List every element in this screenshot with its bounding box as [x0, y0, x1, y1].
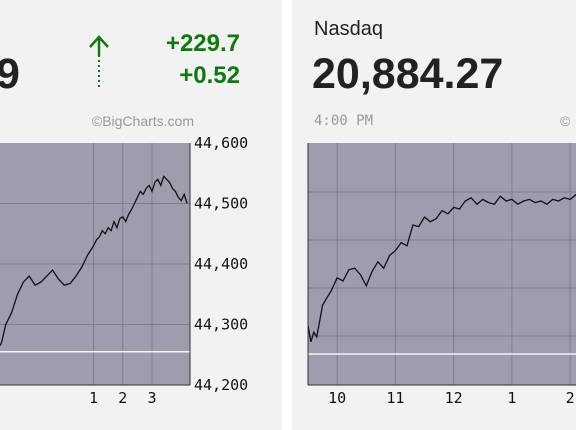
y-tick-label: 44,600	[194, 134, 248, 152]
price-line	[307, 193, 576, 342]
x-tick-label: 1	[89, 389, 98, 407]
intraday-chart: 10 11 12 1 2	[307, 143, 576, 407]
plot-area	[308, 143, 576, 385]
y-tick-label: 44,500	[194, 195, 248, 213]
up-arrow-icon	[88, 34, 110, 95]
nasdaq-widget: Nasdaq 20,884.27 4:00 PM © 10 11 12 1 2	[292, 0, 576, 430]
y-tick-label: 44,300	[194, 316, 248, 334]
x-tick-label: 2	[118, 389, 127, 407]
y-tick-label: 44,200	[194, 376, 248, 394]
x-tick-label: 2	[566, 389, 575, 407]
intraday-chart: 44,600 44,500 44,400 44,300 44,200 1 2 3	[0, 134, 248, 407]
price-line	[0, 175, 188, 346]
timestamp: 4:00 PM	[314, 113, 374, 129]
x-tick-label: 10	[328, 389, 346, 407]
x-tick-label: 11	[386, 389, 404, 407]
index-name: Nasdaq	[314, 18, 383, 40]
x-tick-label: 1	[507, 389, 516, 407]
index-value: 9	[0, 50, 20, 98]
chart-credit: ©	[560, 113, 571, 129]
change-points: +229.7	[165, 30, 240, 57]
x-tick-label: 3	[147, 389, 156, 407]
change-percent: +0.52	[179, 62, 240, 89]
y-tick-label: 44,400	[194, 255, 248, 273]
index-value: 20,884.27	[312, 50, 504, 98]
chart-credit: ©BigCharts.com	[91, 113, 194, 129]
left-index-widget: 9 +229.7 +0.52 ©BigCharts.com 44,600 44,5…	[0, 0, 282, 430]
x-tick-label: 12	[445, 389, 463, 407]
